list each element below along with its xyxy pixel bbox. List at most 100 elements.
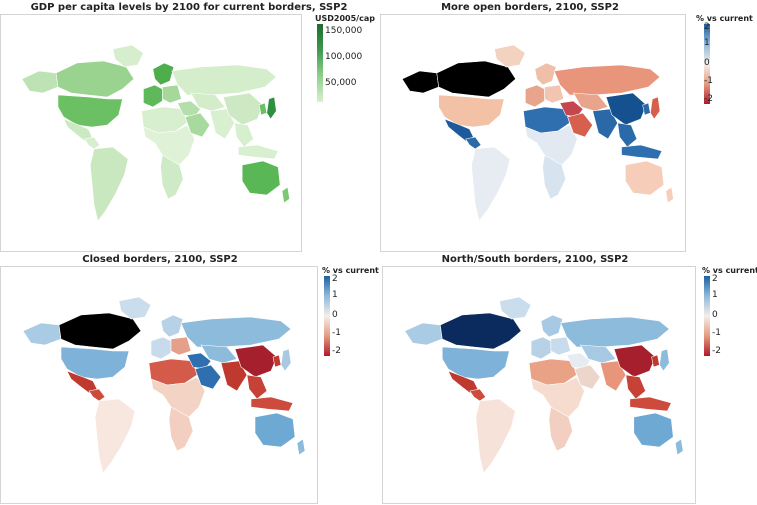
legend-tick: 0 xyxy=(704,58,710,68)
region-central-asia xyxy=(200,344,238,364)
legend-tick: 2 xyxy=(704,22,710,32)
region-korea xyxy=(642,102,651,116)
world-map-closed xyxy=(22,296,306,474)
region-middle-east xyxy=(566,352,591,370)
region-alaska xyxy=(404,322,443,346)
map-northsouth xyxy=(382,266,696,504)
region-china xyxy=(613,344,656,378)
region-arabia xyxy=(574,364,601,390)
region-russia xyxy=(171,64,277,96)
region-canada xyxy=(436,60,517,98)
panel-title-closed: Closed borders, 2100, SSP2 xyxy=(82,254,238,265)
legend-tick: 50,000 xyxy=(325,78,357,88)
region-alaska xyxy=(22,322,62,346)
region-central-america xyxy=(465,136,482,150)
legend-tick: -1 xyxy=(332,328,341,338)
region-china xyxy=(234,344,278,378)
legend-tick: 1 xyxy=(704,38,710,48)
region-southern-africa xyxy=(542,154,567,200)
map-open xyxy=(380,14,686,252)
region-canada xyxy=(439,312,522,350)
region-canada xyxy=(55,60,135,98)
panel-title-gdp: GDP per capita levels by 2100 for curren… xyxy=(30,2,348,13)
region-western-europe xyxy=(530,336,552,360)
legend-tick: -1 xyxy=(712,328,721,338)
legend-tick: 1 xyxy=(712,290,718,300)
legend-tick: 100,000 xyxy=(325,52,363,62)
region-greenland xyxy=(494,44,526,68)
panel-title-open: More open borders, 2100, SSP2 xyxy=(441,2,619,13)
region-south-asia xyxy=(592,108,618,140)
region-alaska xyxy=(21,70,59,94)
region-southern-africa xyxy=(548,406,573,452)
region-eastern-europe xyxy=(544,84,565,104)
map-closed xyxy=(0,266,318,504)
region-indonesia xyxy=(238,144,279,160)
legend-colorbar-gdp xyxy=(317,24,323,102)
region-north-america xyxy=(441,346,510,380)
region-south-america xyxy=(471,146,511,222)
region-greenland xyxy=(112,44,144,68)
region-japan xyxy=(650,96,661,120)
panel-title-northsouth: North/South borders, 2100, SSP2 xyxy=(441,254,629,265)
region-south-america xyxy=(94,398,136,474)
region-new-zealand xyxy=(281,186,290,204)
legend-tick: 0 xyxy=(332,310,338,320)
region-new-zealand xyxy=(296,438,306,456)
region-northern-europe xyxy=(152,62,175,86)
world-map-northsouth xyxy=(404,296,684,474)
region-south-asia xyxy=(209,108,235,140)
region-southeast-asia xyxy=(617,122,638,148)
region-central-asia xyxy=(190,92,226,112)
region-africa xyxy=(524,124,578,168)
legend-tick: 2 xyxy=(332,274,338,284)
legend-colorbar-northsouth xyxy=(704,276,710,356)
legend-tick: -2 xyxy=(704,94,713,104)
map-gdp xyxy=(0,14,302,252)
region-central-asia xyxy=(572,92,609,112)
region-new-zealand xyxy=(674,438,684,456)
world-map-open xyxy=(401,44,674,222)
legend-title-open: % vs current xyxy=(696,14,753,23)
region-korea xyxy=(258,102,268,116)
region-alaska xyxy=(401,70,440,94)
region-china xyxy=(222,92,264,126)
region-australia xyxy=(254,412,296,448)
region-japan xyxy=(280,348,292,372)
region-northern-europe xyxy=(540,314,564,338)
region-middle-east xyxy=(559,100,584,118)
region-greenland xyxy=(499,296,532,320)
region-south-asia xyxy=(220,360,248,392)
region-eastern-europe xyxy=(162,84,182,104)
region-western-europe xyxy=(143,84,163,108)
region-africa xyxy=(530,376,585,420)
region-new-zealand xyxy=(665,186,674,204)
region-russia xyxy=(553,64,661,96)
legend-colorbar-open xyxy=(704,24,710,104)
region-china xyxy=(605,92,647,126)
region-japan xyxy=(266,96,277,120)
region-northern-europe xyxy=(160,314,184,338)
legend-tick: 2 xyxy=(712,274,718,284)
region-south-asia xyxy=(599,360,627,392)
region-arabia xyxy=(194,364,222,390)
region-central-america xyxy=(469,388,487,402)
region-japan xyxy=(659,348,670,372)
legend-colorbar-closed xyxy=(324,276,330,356)
region-russia xyxy=(180,316,292,348)
region-northern-europe xyxy=(534,62,557,86)
region-africa xyxy=(150,376,206,420)
region-southern-africa xyxy=(160,154,184,200)
legend-tick: -1 xyxy=(704,76,713,86)
legend-tick: -2 xyxy=(712,346,721,356)
region-indonesia xyxy=(621,144,663,160)
region-middle-east xyxy=(186,352,212,370)
region-australia xyxy=(625,160,665,196)
region-africa xyxy=(143,124,195,168)
region-southeast-asia xyxy=(234,122,254,148)
region-central-america xyxy=(84,136,101,150)
region-greenland xyxy=(118,296,152,320)
region-western-europe xyxy=(150,336,172,360)
legend-title-northsouth: % vs current xyxy=(702,266,757,275)
region-western-europe xyxy=(525,84,545,108)
